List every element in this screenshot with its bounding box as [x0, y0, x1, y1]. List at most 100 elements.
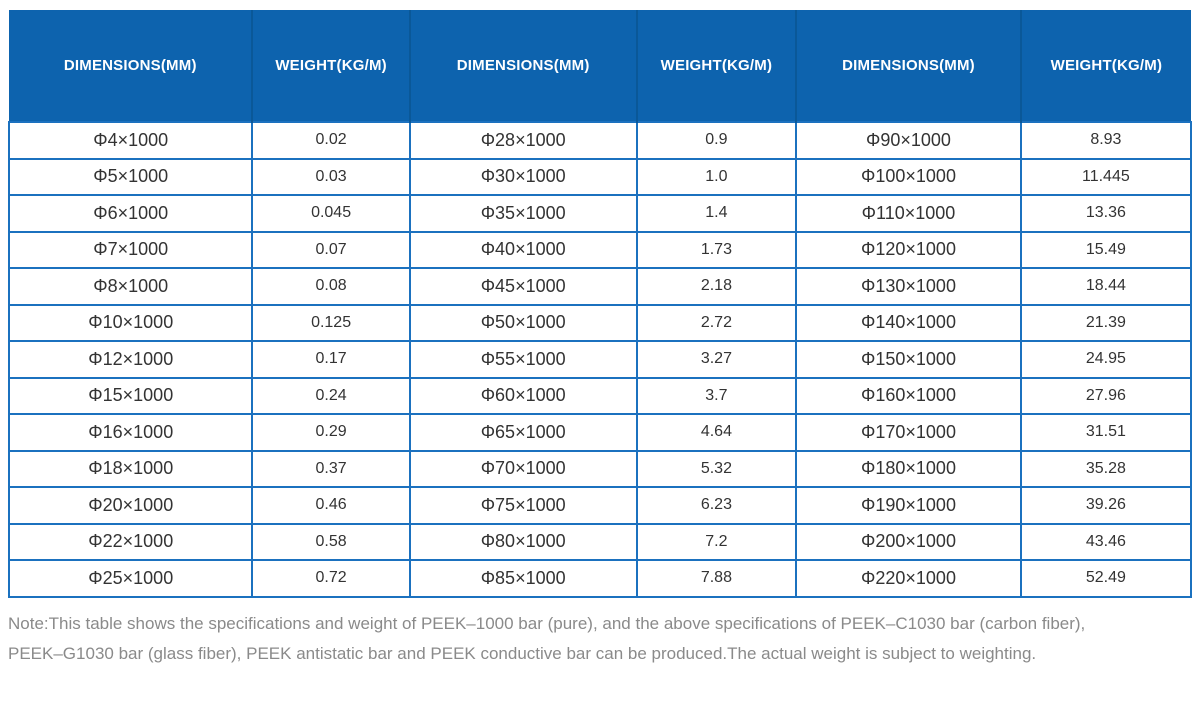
weight-cell: 1.0 — [635, 157, 798, 196]
dimension-cell: Φ30×1000 — [408, 157, 638, 196]
column-header-weight: WEIGHT(KG/M) — [635, 10, 797, 122]
dimension-cell: Φ8×1000 — [7, 267, 254, 306]
weight-cell: 24.95 — [1019, 340, 1193, 379]
weight-cell: 0.125 — [251, 303, 411, 342]
weight-cell: 27.96 — [1019, 376, 1193, 415]
weight-cell: 2.72 — [635, 303, 798, 342]
dimension-cell: Φ130×1000 — [795, 267, 1022, 306]
table-note: Note:This table shows the specifications… — [8, 609, 1192, 669]
weight-cell: 0.17 — [251, 340, 411, 379]
dimension-cell: Φ6×1000 — [7, 194, 254, 233]
dimension-cell: Φ75×1000 — [408, 486, 638, 525]
weight-cell: 0.03 — [251, 157, 411, 196]
table-body: Φ4×1000 0.02 Φ28×1000 0.9 Φ90×1000 8.93 Φ5×100… — [7, 121, 1193, 598]
weight-cell: 0.58 — [251, 522, 411, 561]
dimension-cell: Φ70×1000 — [408, 449, 638, 488]
peek-bar-spec-table: DIMENSIONS(MM) WEIGHT(KG/M) DIMENSIONS(MM)… — [7, 10, 1193, 598]
dimension-cell: Φ7×1000 — [7, 230, 254, 269]
weight-cell: 21.39 — [1019, 303, 1193, 342]
dimension-cell: Φ25×1000 — [7, 559, 254, 598]
weight-cell: 4.64 — [635, 413, 798, 452]
dimension-cell: Φ120×1000 — [795, 230, 1022, 269]
dimension-cell: Φ28×1000 — [408, 121, 638, 160]
weight-cell: 0.045 — [251, 194, 411, 233]
weight-cell: 18.44 — [1019, 267, 1193, 306]
table-row: Φ25×1000 0.72 Φ85×1000 7.88 Φ220×1000 52.49 — [7, 559, 1193, 598]
column-header-dimensions: DIMENSIONS(MM) — [795, 10, 1021, 122]
weight-cell: 52.49 — [1019, 559, 1193, 598]
table-row: Φ18×1000 0.37 Φ70×1000 5.32 Φ180×1000 35.28 — [7, 449, 1193, 488]
dimension-cell: Φ100×1000 — [795, 157, 1022, 196]
dimension-cell: Φ60×1000 — [408, 376, 638, 415]
note-line-1: Note:This table shows the specifications… — [8, 613, 1086, 633]
dimension-cell: Φ50×1000 — [408, 303, 638, 342]
weight-cell: 3.27 — [635, 340, 798, 379]
weight-cell: 1.73 — [635, 230, 798, 269]
dimension-cell: Φ4×1000 — [7, 121, 254, 160]
note-line-2: PEEK–G1030 bar (glass fiber), PEEK antis… — [8, 643, 1037, 663]
weight-cell: 0.46 — [251, 486, 411, 525]
table-row: Φ7×1000 0.07 Φ40×1000 1.73 Φ120×1000 15.49 — [7, 230, 1193, 269]
table-row: Φ20×1000 0.46 Φ75×1000 6.23 Φ190×1000 39.26 — [7, 486, 1193, 525]
dimension-cell: Φ18×1000 — [7, 449, 254, 488]
dimension-cell: Φ190×1000 — [795, 486, 1022, 525]
weight-cell: 0.02 — [251, 121, 411, 160]
weight-cell: 0.24 — [251, 376, 411, 415]
dimension-cell: Φ140×1000 — [795, 303, 1022, 342]
dimension-cell: Φ55×1000 — [408, 340, 638, 379]
weight-cell: 3.7 — [635, 376, 798, 415]
dimension-cell: Φ220×1000 — [795, 559, 1022, 598]
dimension-cell: Φ35×1000 — [408, 194, 638, 233]
weight-cell: 1.4 — [635, 194, 798, 233]
dimension-cell: Φ180×1000 — [795, 449, 1022, 488]
weight-cell: 7.88 — [635, 559, 798, 598]
weight-cell: 6.23 — [635, 486, 798, 525]
weight-cell: 31.51 — [1019, 413, 1193, 452]
dimension-cell: Φ110×1000 — [795, 194, 1022, 233]
dimension-cell: Φ20×1000 — [7, 486, 254, 525]
dimension-cell: Φ16×1000 — [7, 413, 254, 452]
table-row: Φ22×1000 0.58 Φ80×1000 7.2 Φ200×1000 43.46 — [7, 522, 1193, 561]
weight-cell: 2.18 — [635, 267, 798, 306]
table-row: Φ6×1000 0.045 Φ35×1000 1.4 Φ110×1000 13.36 — [7, 194, 1193, 233]
weight-cell: 39.26 — [1019, 486, 1193, 525]
header-row: DIMENSIONS(MM) WEIGHT(KG/M) DIMENSIONS(MM)… — [9, 10, 1191, 122]
weight-cell: 0.29 — [251, 413, 411, 452]
table-row: Φ16×1000 0.29 Φ65×1000 4.64 Φ170×1000 31.51 — [7, 413, 1193, 452]
weight-cell: 0.08 — [251, 267, 411, 306]
page: DIMENSIONS(MM) WEIGHT(KG/M) DIMENSIONS(MM)… — [7, 10, 1193, 669]
weight-cell: 0.37 — [251, 449, 411, 488]
dimension-cell: Φ45×1000 — [408, 267, 638, 306]
dimension-cell: Φ5×1000 — [7, 157, 254, 196]
dimension-cell: Φ90×1000 — [795, 121, 1022, 160]
dimension-cell: Φ22×1000 — [7, 522, 254, 561]
table-row: Φ4×1000 0.02 Φ28×1000 0.9 Φ90×1000 8.93 — [7, 121, 1193, 160]
column-header-dimensions: DIMENSIONS(MM) — [408, 10, 637, 122]
weight-cell: 5.32 — [635, 449, 798, 488]
weight-cell: 11.445 — [1019, 157, 1193, 196]
weight-cell: 0.72 — [251, 559, 411, 598]
weight-cell: 43.46 — [1019, 522, 1193, 561]
weight-cell: 0.07 — [251, 230, 411, 269]
dimension-cell: Φ40×1000 — [408, 230, 638, 269]
weight-cell: 15.49 — [1019, 230, 1193, 269]
column-header-weight: WEIGHT(KG/M) — [251, 10, 410, 122]
dimension-cell: Φ170×1000 — [795, 413, 1022, 452]
dimension-cell: Φ10×1000 — [7, 303, 254, 342]
weight-cell: 7.2 — [635, 522, 798, 561]
weight-cell: 0.9 — [635, 121, 798, 160]
column-header-weight: WEIGHT(KG/M) — [1019, 10, 1191, 122]
dimension-cell: Φ160×1000 — [795, 376, 1022, 415]
table-row: Φ5×1000 0.03 Φ30×1000 1.0 Φ100×1000 11.445 — [7, 157, 1193, 196]
dimension-cell: Φ15×1000 — [7, 376, 254, 415]
table-header: DIMENSIONS(MM) WEIGHT(KG/M) DIMENSIONS(MM)… — [9, 10, 1191, 122]
dimension-cell: Φ150×1000 — [795, 340, 1022, 379]
dimension-cell: Φ65×1000 — [408, 413, 638, 452]
weight-cell: 13.36 — [1019, 194, 1193, 233]
weight-cell: 8.93 — [1019, 121, 1193, 160]
table-row: Φ8×1000 0.08 Φ45×1000 2.18 Φ130×1000 18.44 — [7, 267, 1193, 306]
table-row: Φ15×1000 0.24 Φ60×1000 3.7 Φ160×1000 27.96 — [7, 376, 1193, 415]
weight-cell: 35.28 — [1019, 449, 1193, 488]
dimension-cell: Φ200×1000 — [795, 522, 1022, 561]
dimension-cell: Φ80×1000 — [408, 522, 638, 561]
